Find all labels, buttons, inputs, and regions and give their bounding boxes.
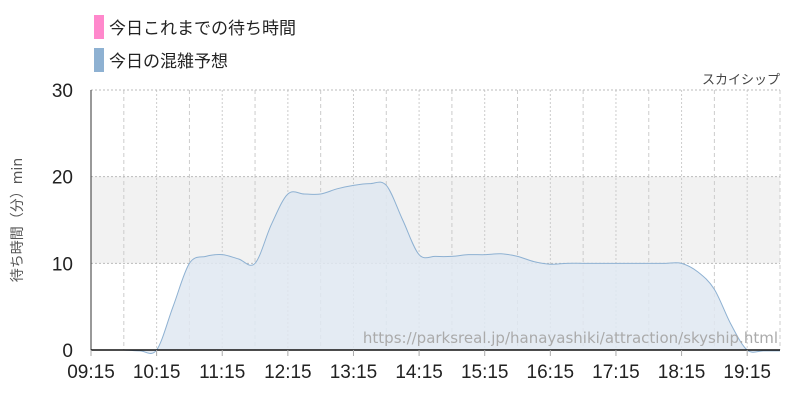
legend-item-today-actual: 今日これまでの待ち時間 [94, 14, 296, 39]
x-tick-label: 17:15 [592, 362, 640, 383]
x-tick-label: 12:15 [264, 362, 312, 383]
x-tick-label: 14:15 [395, 362, 443, 383]
x-tick-label: 10:15 [133, 362, 181, 383]
x-tick-label: 16:15 [527, 362, 575, 383]
y-tick-label: 30 [52, 81, 73, 102]
forecast-area [91, 182, 780, 354]
highlight-band [91, 176, 780, 264]
y-tick-label: 0 [62, 341, 73, 362]
y-axis-label: 待ち時間（分）min [10, 158, 26, 282]
forecast-line [91, 181, 781, 355]
x-tick-label: 19:15 [723, 362, 771, 383]
watermark: https://parksreal.jp/hanayashiki/attract… [363, 329, 778, 347]
legend-label: 今日の混雑予想 [109, 52, 228, 72]
x-tick-label: 09:15 [67, 362, 115, 383]
y-tick-label: 20 [52, 168, 73, 189]
y-tick-label: 10 [52, 254, 73, 275]
legend-swatch-pink [94, 14, 104, 39]
legend-swatch-blue [94, 47, 104, 72]
x-tick-label: 15:15 [461, 362, 509, 383]
legend-item-forecast: 今日の混雑予想 [94, 47, 228, 72]
x-tick-label: 13:15 [330, 362, 378, 383]
x-tick-label: 11:15 [199, 362, 245, 383]
x-tick-label: 18:15 [658, 362, 706, 383]
legend-label: 今日これまでの待ち時間 [109, 19, 296, 39]
chart-title: スカイシップ [702, 73, 780, 88]
